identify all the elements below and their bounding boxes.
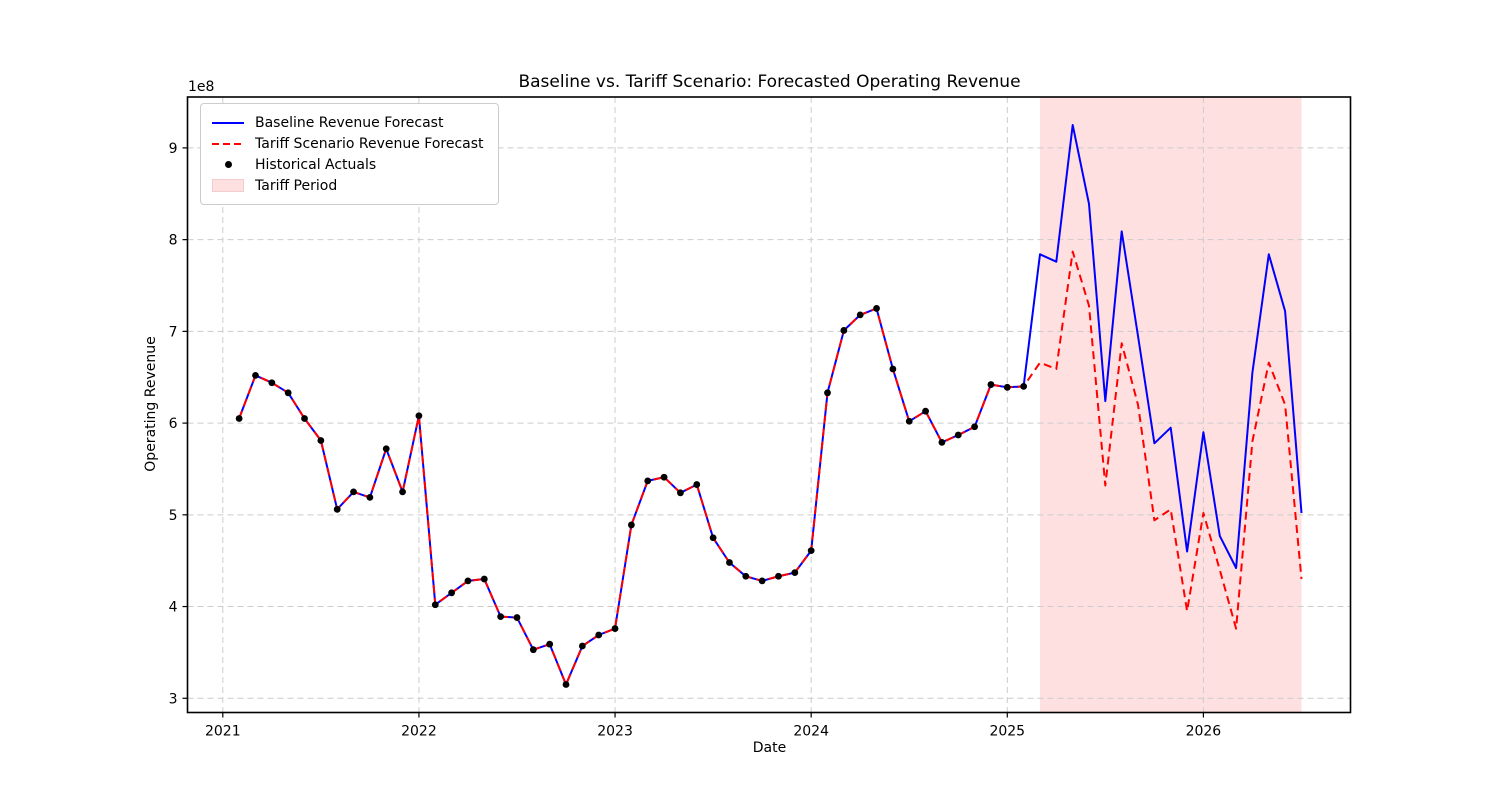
legend-label-tariff-period: Tariff Period — [255, 177, 338, 194]
historical-actual-point — [627, 521, 635, 529]
historical-actual-point — [889, 365, 897, 373]
x-tick-label: 2021 — [205, 724, 241, 740]
x-axis-label: Date — [752, 740, 787, 756]
historical-actual-point — [366, 493, 374, 501]
y-tick-label: 9 — [169, 141, 178, 157]
y-axis-label: Operating Revenue — [143, 336, 159, 472]
historical-actual-point — [856, 311, 864, 319]
historical-dot-swatch — [211, 161, 245, 168]
x-tick-label: 2025 — [989, 724, 1025, 740]
historical-actual-point — [333, 505, 341, 513]
x-tick-label: 2024 — [793, 724, 829, 740]
historical-actual-point — [529, 646, 537, 654]
historical-actual-point — [660, 473, 668, 481]
y-tick-label: 8 — [169, 233, 178, 249]
tariff-scenario-line — [238, 250, 1303, 686]
historical-actual-point — [268, 379, 276, 387]
x-tick-label: 2026 — [1186, 724, 1222, 740]
legend-label-baseline: Baseline Revenue Forecast — [255, 114, 444, 131]
legend-item-historical-actuals: Historical Actuals — [211, 154, 484, 175]
chart-title: Baseline vs. Tariff Scenario: Forecasted… — [518, 72, 1021, 92]
legend-item-tariff-scenario: Tariff Scenario Revenue Forecast — [211, 133, 484, 154]
tariff-period-band — [1039, 97, 1302, 713]
historical-actual-point — [611, 625, 619, 632]
historical-actual-point — [677, 489, 684, 497]
historical-actual-point — [350, 488, 357, 496]
historical-actual-point — [644, 477, 652, 485]
historical-actual-point — [954, 431, 962, 439]
y-axis-offset-label: 1e8 — [188, 79, 215, 95]
baseline-line-swatch — [211, 121, 245, 124]
legend: Baseline Revenue Forecast Tariff Scenari… — [200, 103, 499, 205]
tariff-dashed-line-swatch — [211, 142, 245, 145]
historical-actual-point — [709, 534, 717, 542]
historical-actual-point — [562, 681, 570, 688]
historical-actual-point — [807, 547, 815, 554]
historical-actual-point — [742, 572, 750, 580]
x-tick-label: 2022 — [401, 724, 437, 740]
legend-item-baseline: Baseline Revenue Forecast — [211, 112, 484, 133]
historical-actual-point — [758, 577, 766, 585]
historical-actual-point — [252, 371, 259, 379]
historical-actual-point — [431, 601, 439, 609]
historical-actual-point — [693, 481, 701, 488]
y-tick-label: 6 — [169, 416, 178, 432]
historical-actual-point — [791, 569, 799, 577]
historical-actual-point — [938, 438, 946, 446]
historical-actual-point — [578, 642, 586, 650]
historical-actual-point — [382, 445, 390, 453]
historical-actual-point — [905, 417, 913, 425]
historical-actual-point — [987, 381, 995, 388]
historical-actual-point — [840, 327, 848, 334]
historical-actual-point — [448, 589, 456, 597]
historical-actual-point — [873, 305, 880, 312]
legend-label-tariff-scenario: Tariff Scenario Revenue Forecast — [255, 135, 484, 152]
historical-actual-point — [480, 575, 488, 583]
y-tick-label: 4 — [169, 600, 178, 616]
historical-actual-point — [775, 572, 782, 580]
legend-item-tariff-period: Tariff Period — [211, 175, 484, 196]
historical-actual-point — [824, 389, 831, 397]
historical-actual-point — [497, 613, 505, 621]
tariff-period-patch-swatch — [211, 179, 245, 192]
y-tick-label: 5 — [169, 508, 178, 524]
historical-actual-point — [546, 640, 554, 648]
x-tick-label: 2023 — [597, 724, 633, 740]
historical-actual-point — [595, 631, 603, 639]
historical-actual-point — [922, 407, 929, 415]
historical-actual-point — [235, 415, 243, 422]
historical-actual-point — [513, 614, 521, 621]
historical-actual-point — [464, 577, 472, 585]
y-tick-label: 3 — [169, 691, 178, 707]
historical-actual-point — [1020, 383, 1028, 390]
historical-actual-point — [301, 415, 308, 422]
y-tick-label: 7 — [169, 324, 178, 340]
historical-actual-point — [971, 423, 979, 431]
historical-actual-point — [317, 437, 325, 444]
axes-spines — [186, 96, 1352, 714]
historical-actual-point — [1003, 383, 1011, 391]
historical-actual-point — [399, 488, 406, 496]
historical-actual-point — [726, 559, 733, 566]
historical-actual-point — [415, 412, 423, 420]
legend-label-historical-actuals: Historical Actuals — [255, 156, 377, 173]
historical-actual-point — [284, 389, 292, 397]
